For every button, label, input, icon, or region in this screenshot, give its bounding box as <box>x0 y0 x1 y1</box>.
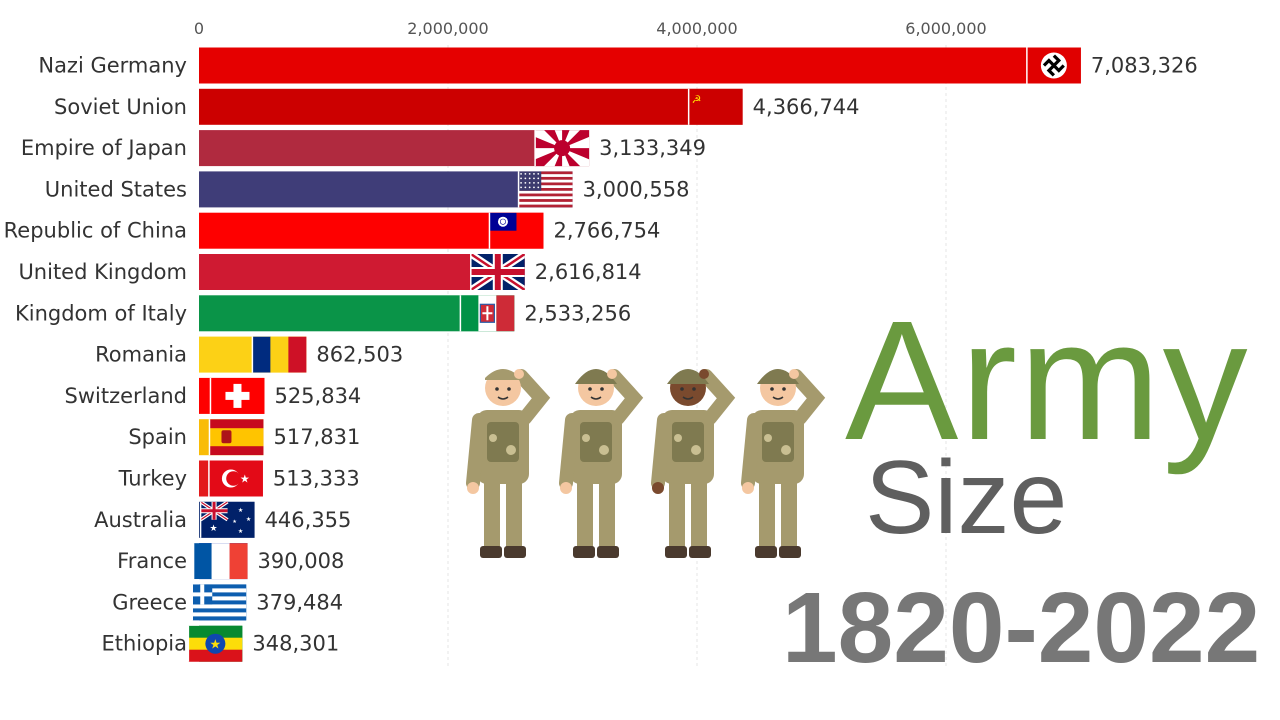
bar <box>199 171 573 208</box>
saluting-soldiers-illustration <box>466 369 826 558</box>
svg-text:★: ★ <box>210 524 218 534</box>
greece-flag-icon <box>192 584 247 621</box>
bar-row: ★★★★★Australia 446,355 <box>94 501 352 538</box>
value-label: 2,766,754 <box>553 219 660 243</box>
bar-row: ★ Ethiopia 348,301 <box>101 625 339 662</box>
value-label: 4,366,744 <box>753 95 860 119</box>
bars: Nazi Germany 7,083,326 ☭ Soviet Union 4,366,… <box>4 47 1198 662</box>
bar-row: Switzerland 525,834 <box>65 377 361 414</box>
svg-text:★: ★ <box>246 516 251 523</box>
svg-text:☭: ☭ <box>692 93 702 106</box>
ethiopia-flag-icon: ★ <box>188 625 243 662</box>
bar-row: Nazi Germany 7,083,326 <box>38 47 1198 84</box>
value-label: 379,484 <box>256 590 343 614</box>
x-axis-ticks: 0 2,000,000 4,000,000 6,000,000 <box>194 19 987 38</box>
title-size: Size <box>865 440 1068 556</box>
ussr-flag-icon: ☭ <box>688 88 743 125</box>
bar-row: Spain 517,831 <box>128 419 360 456</box>
svg-text:★: ★ <box>238 507 243 514</box>
australia-flag-icon: ★★★★★ <box>200 501 255 538</box>
bar-row: ☭ Soviet Union 4,366,744 <box>54 88 860 125</box>
spain-flag-icon <box>209 419 264 456</box>
germany-flag-icon <box>1026 47 1081 84</box>
svg-text:★: ★ <box>238 528 243 535</box>
category-label: Nazi Germany <box>38 54 187 78</box>
value-label: 513,333 <box>273 467 360 491</box>
soldier-figure <box>741 369 826 558</box>
bar-row: Kingdom of Italy 2,533,256 <box>15 295 631 332</box>
category-label: Romania <box>95 343 187 367</box>
switzerland-flag-icon <box>210 377 265 414</box>
category-label: Ethiopia <box>101 632 187 656</box>
category-label: Turkey <box>118 467 187 491</box>
category-label: Soviet Union <box>54 95 187 119</box>
roc-flag-icon <box>489 212 544 249</box>
svg-text:★: ★ <box>210 638 222 653</box>
value-label: 2,616,814 <box>535 260 642 284</box>
bar-row: Greece 379,484 <box>112 584 343 621</box>
bar-row: Empire of Japan 3,133,349 <box>21 130 706 167</box>
bar <box>199 212 544 249</box>
title-army: Army <box>845 286 1250 476</box>
x-tick-label: 2,000,000 <box>407 19 488 38</box>
value-label: 446,355 <box>265 508 352 532</box>
title-years: 1820-2022 <box>782 572 1261 684</box>
value-label: 390,008 <box>258 549 345 573</box>
category-label: Spain <box>128 425 187 449</box>
category-label: Greece <box>112 590 187 614</box>
turkey-flag-icon: ★ <box>208 460 263 497</box>
romania-flag-icon <box>252 336 307 373</box>
category-label: Empire of Japan <box>21 136 187 160</box>
value-label: 862,503 <box>316 343 403 367</box>
value-label: 3,133,349 <box>599 136 706 160</box>
value-label: 2,533,256 <box>524 301 631 325</box>
italy-flag-icon <box>460 295 515 332</box>
japan-rising-sun-flag-icon <box>535 130 590 167</box>
soldier-figure <box>559 369 644 558</box>
bar-row: Romania 862,503 <box>95 336 403 373</box>
bar-row: ★ Turkey 513,333 <box>118 460 360 497</box>
svg-text:★: ★ <box>240 473 250 486</box>
svg-text:★: ★ <box>232 519 237 525</box>
category-label: Australia <box>94 508 187 532</box>
value-label: 7,083,326 <box>1091 54 1198 78</box>
category-label: United States <box>45 177 187 201</box>
france-flag-icon <box>193 543 248 580</box>
x-tick-label: 6,000,000 <box>905 19 986 38</box>
value-label: 348,301 <box>252 632 339 656</box>
bar <box>199 88 743 125</box>
x-tick-label: 0 <box>194 19 204 38</box>
bar-row: United Kingdom 2,616,814 <box>18 254 642 290</box>
bar-row: United States 3,000,558 <box>45 171 690 208</box>
value-label: 525,834 <box>274 384 361 408</box>
category-label: United Kingdom <box>18 260 187 284</box>
value-label: 517,831 <box>273 425 360 449</box>
bar-row: Republic of China 2,766,754 <box>4 212 660 249</box>
category-label: Kingdom of Italy <box>15 301 187 325</box>
category-label: France <box>117 549 187 573</box>
x-tick-label: 4,000,000 <box>656 19 737 38</box>
soldier-figure <box>651 369 736 558</box>
category-label: Republic of China <box>4 219 187 243</box>
uk-flag-icon <box>470 254 525 290</box>
bar <box>199 130 590 167</box>
value-label: 3,000,558 <box>583 177 690 201</box>
bar-row: France 390,008 <box>117 543 345 580</box>
soldier-figure <box>466 369 551 558</box>
bar <box>199 47 1081 84</box>
category-label: Switzerland <box>65 384 188 408</box>
usa-flag-icon <box>518 171 573 208</box>
